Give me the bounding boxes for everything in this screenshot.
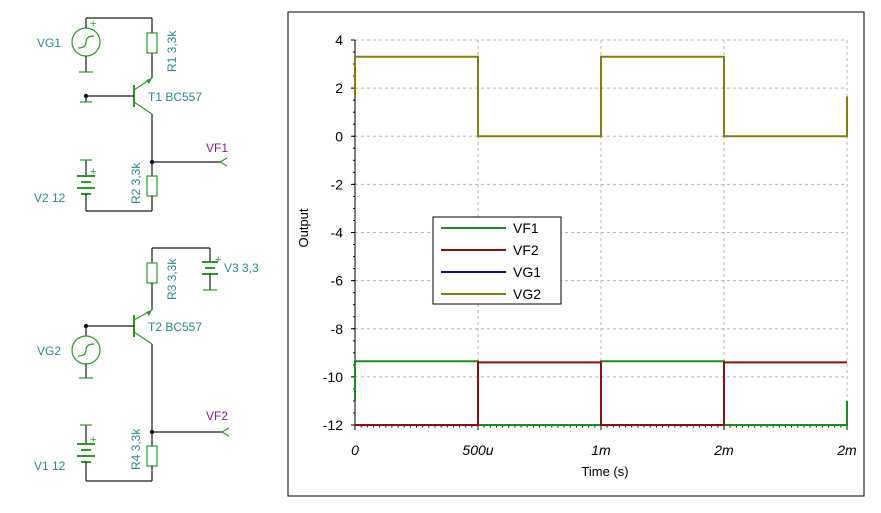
r1-label: R1 3,3k	[165, 30, 179, 72]
vg1-label: VG1	[37, 36, 61, 50]
legend-label-vg2: VG2	[513, 286, 541, 302]
y-tick-label: 4	[335, 32, 343, 48]
x-tick-label: 0	[351, 442, 359, 458]
x-tick-label: 500u	[462, 442, 493, 458]
vf2-net-label: VF2	[206, 409, 228, 423]
r1-resistor[interactable]	[146, 32, 158, 54]
x-tick-label: 1m	[591, 442, 611, 458]
r4-label: R4 3,3k	[129, 428, 143, 470]
vg1-sine-glyph	[77, 35, 95, 49]
y-tick-label: 0	[335, 128, 343, 144]
v1-label: V1 12	[34, 459, 66, 473]
chart-series	[354, 55, 848, 426]
y-tick-label: -4	[331, 225, 344, 241]
r3-resistor[interactable]	[146, 262, 158, 284]
x-tick-label: 2m	[713, 442, 734, 458]
y-tick-label: -6	[331, 273, 344, 289]
chart-legend[interactable]: VF1 VF2 VG1 VG2	[432, 216, 562, 305]
y-axis-label: Output	[296, 208, 311, 247]
legend-box	[432, 216, 562, 305]
t1-label: T1 BC557	[148, 90, 202, 104]
series-line-vf2	[355, 361, 847, 426]
r2-resistor[interactable]	[146, 175, 158, 197]
vf1-net-label: VF1	[206, 141, 228, 155]
v3-label: V3 3,3	[224, 261, 259, 275]
y-tick-label: -2	[331, 176, 344, 192]
y-tick-label: -12	[323, 417, 343, 433]
x-tick-labels: 0 500u 1m 2m 2m	[351, 442, 857, 458]
r2-label: R2 3,3k	[129, 162, 143, 204]
v2-plus-sign: +	[90, 166, 96, 178]
vg2-sine-glyph	[77, 343, 95, 357]
vg1-plus-sign: +	[90, 18, 96, 30]
circuit-schematic: + + + + VG1 R1 3,3k T1 BC557 VF1 R2 3,3k…	[34, 17, 259, 482]
y-tick-label: 2	[335, 80, 343, 96]
r3-label: R3 3,3k	[165, 258, 179, 300]
t1-emitter-arrow-icon	[146, 78, 152, 84]
v1-plus-sign: +	[90, 434, 96, 446]
y-tick-labels: 4 2 0 -2 -4 -6 -8 -10 -12	[323, 32, 343, 433]
v3-plus-sign: +	[215, 254, 221, 266]
v2-label: V2 12	[34, 191, 66, 205]
series-line-vg2	[354, 55, 848, 138]
x-tick-label: 2m	[836, 442, 857, 458]
t2-label: T2 BC557	[148, 320, 202, 334]
vf2-probe[interactable]	[221, 427, 230, 437]
x-axis-label: Time (s)	[581, 464, 628, 479]
legend-label-vf2: VF2	[513, 242, 539, 258]
y-tick-label: -8	[331, 321, 344, 337]
chart-frame	[287, 11, 865, 497]
vg2-label: VG2	[37, 344, 61, 358]
legend-label-vf1: VF1	[513, 220, 539, 236]
y-tick-label: -10	[323, 369, 343, 385]
vf1-probe[interactable]	[219, 157, 228, 167]
legend-label-vg1: VG1	[513, 264, 541, 280]
r4-resistor[interactable]	[146, 445, 158, 467]
t2-emitter-arrow-icon	[146, 310, 152, 316]
